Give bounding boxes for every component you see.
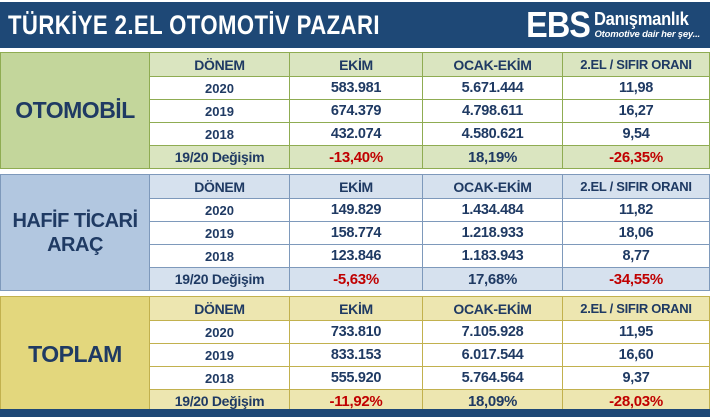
column-header-donem: DÖNEM bbox=[150, 53, 289, 76]
value-cell: 18,06 bbox=[562, 221, 709, 244]
value-cell: 149.829 bbox=[289, 198, 422, 221]
value-cell: 11,82 bbox=[562, 198, 709, 221]
value-cell: 555.920 bbox=[289, 366, 422, 389]
change-value: -34,55% bbox=[562, 267, 709, 290]
value-cell: 16,27 bbox=[562, 99, 709, 122]
change-value: -26,35% bbox=[562, 145, 709, 168]
column-header-oran: 2.EL / SIFIR ORANI bbox=[562, 175, 709, 198]
column-header-ocak-ekim: OCAK-EKİM bbox=[422, 175, 562, 198]
tables-container: OTOMOBİL DÖNEM EKİM OCAK-EKİM 2.EL / SIF… bbox=[0, 52, 710, 413]
value-cell: 8,77 bbox=[562, 244, 709, 267]
year-cell: 2020 bbox=[150, 76, 289, 99]
column-header-ekim: EKİM bbox=[289, 297, 422, 320]
change-value: 18,19% bbox=[422, 145, 562, 168]
column-header-donem: DÖNEM bbox=[150, 297, 289, 320]
value-cell: 4.580.621 bbox=[422, 122, 562, 145]
value-cell: 123.846 bbox=[289, 244, 422, 267]
year-cell: 2020 bbox=[150, 320, 289, 343]
section-label: HAFİF TİCARİ ARAÇ bbox=[1, 175, 150, 290]
year-cell: 2019 bbox=[150, 343, 289, 366]
bottom-accent-bar bbox=[0, 409, 710, 417]
value-cell: 11,98 bbox=[562, 76, 709, 99]
value-cell: 7.105.928 bbox=[422, 320, 562, 343]
year-cell: 2020 bbox=[150, 198, 289, 221]
value-cell: 432.074 bbox=[289, 122, 422, 145]
value-cell: 5.764.564 bbox=[422, 366, 562, 389]
change-row-label: 19/20 Değişim bbox=[150, 389, 289, 412]
change-row-label: 19/20 Değişim bbox=[150, 267, 289, 290]
year-cell: 2018 bbox=[150, 366, 289, 389]
column-header-ekim: EKİM bbox=[289, 175, 422, 198]
value-cell: 9,37 bbox=[562, 366, 709, 389]
value-cell: 4.798.611 bbox=[422, 99, 562, 122]
value-cell: 833.153 bbox=[289, 343, 422, 366]
change-value: -5,63% bbox=[289, 267, 422, 290]
change-value: -13,40% bbox=[289, 145, 422, 168]
year-cell: 2018 bbox=[150, 244, 289, 267]
value-cell: 6.017.544 bbox=[422, 343, 562, 366]
value-cell: 9,54 bbox=[562, 122, 709, 145]
value-cell: 1.218.933 bbox=[422, 221, 562, 244]
column-header-ekim: EKİM bbox=[289, 53, 422, 76]
table-toplam: TOPLAM DÖNEM EKİM OCAK-EKİM 2.EL / SIFIR… bbox=[0, 296, 710, 413]
value-cell: 1.434.484 bbox=[422, 198, 562, 221]
table-hafif-ticari-arac: HAFİF TİCARİ ARAÇ DÖNEM EKİM OCAK-EKİM 2… bbox=[0, 174, 710, 291]
value-cell: 16,60 bbox=[562, 343, 709, 366]
column-header-oran: 2.EL / SIFIR ORANI bbox=[562, 297, 709, 320]
change-value: -11,92% bbox=[289, 389, 422, 412]
change-value: -28,03% bbox=[562, 389, 709, 412]
value-cell: 1.183.943 bbox=[422, 244, 562, 267]
column-header-oran: 2.EL / SIFIR ORANI bbox=[562, 53, 709, 76]
ebs-logo-company: Danışmanlık bbox=[594, 9, 689, 30]
value-cell: 583.981 bbox=[289, 76, 422, 99]
year-cell: 2018 bbox=[150, 122, 289, 145]
value-cell: 11,95 bbox=[562, 320, 709, 343]
page-title: TÜRKİYE 2.EL OTOMOTİV PAZARI bbox=[8, 9, 380, 40]
value-cell: 733.810 bbox=[289, 320, 422, 343]
change-row-label: 19/20 Değişim bbox=[150, 145, 289, 168]
ebs-logo-tagline: Otomotive dair her şey... bbox=[594, 28, 700, 40]
change-value: 18,09% bbox=[422, 389, 562, 412]
value-cell: 158.774 bbox=[289, 221, 422, 244]
value-cell: 5.671.444 bbox=[422, 76, 562, 99]
title-bar: TÜRKİYE 2.EL OTOMOTİV PAZARI EBS Danışma… bbox=[0, 2, 710, 48]
column-header-ocak-ekim: OCAK-EKİM bbox=[422, 297, 562, 320]
table-otomobil: OTOMOBİL DÖNEM EKİM OCAK-EKİM 2.EL / SIF… bbox=[0, 52, 710, 169]
year-cell: 2019 bbox=[150, 99, 289, 122]
ebs-logo: EBS Danışmanlık Otomotive dair her şey..… bbox=[519, 4, 701, 45]
column-header-ocak-ekim: OCAK-EKİM bbox=[422, 53, 562, 76]
year-cell: 2019 bbox=[150, 221, 289, 244]
value-cell: 674.379 bbox=[289, 99, 422, 122]
column-header-donem: DÖNEM bbox=[150, 175, 289, 198]
change-value: 17,68% bbox=[422, 267, 562, 290]
section-label: TOPLAM bbox=[1, 297, 150, 412]
section-label: OTOMOBİL bbox=[1, 53, 150, 168]
ebs-logo-mark: EBS bbox=[526, 4, 592, 45]
